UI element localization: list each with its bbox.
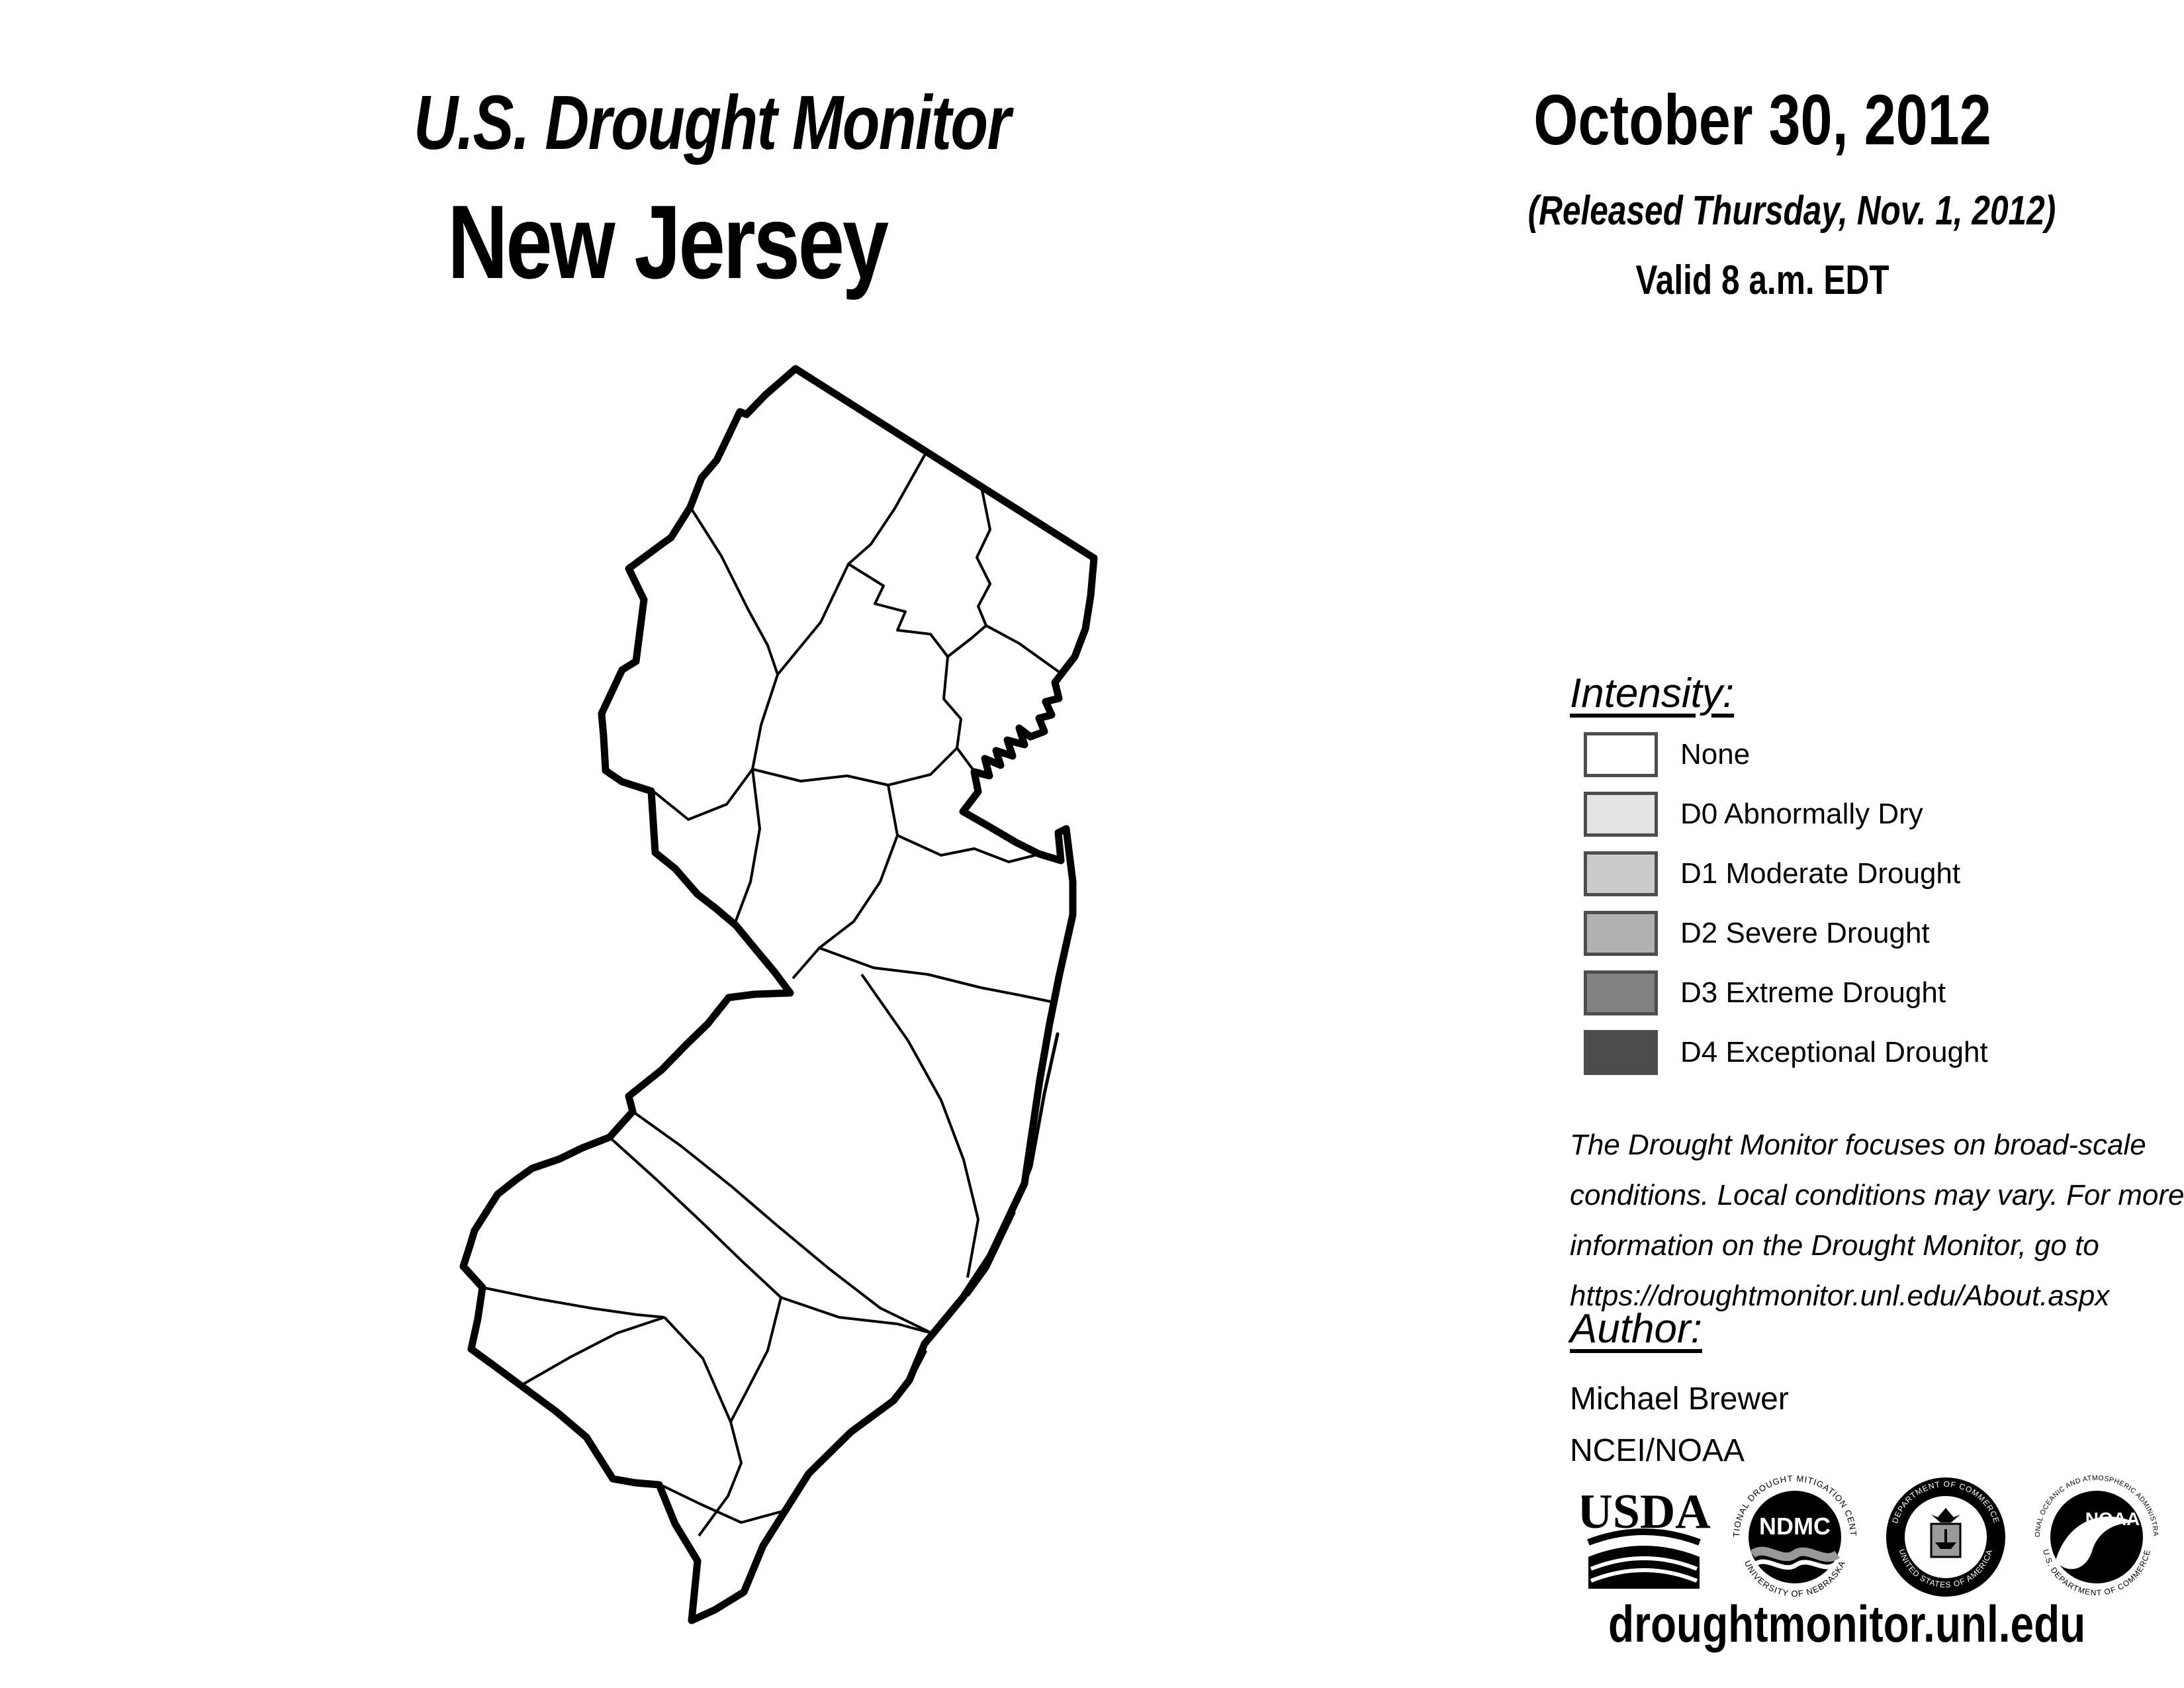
ndmc-wave-icon [1749,1546,1841,1562]
author-name: Michael Brewer [1570,1382,1789,1417]
usda-furrow-icon [1590,1568,1698,1583]
county-boundary [976,490,991,626]
legend-swatch-none [1584,732,1658,777]
doc-eagle-icon [1931,1508,1960,1523]
author-heading: Author: [1570,1306,1702,1352]
county-boundary [660,1483,786,1524]
county-boundary [663,1316,732,1423]
usda-field-icon [1588,1546,1700,1589]
county-boundary [752,747,958,786]
page-subtitle-state: New Jersey [447,184,889,301]
legend-row: None [1584,732,1988,777]
legend-row: D4 Exceptional Drought [1584,1030,1988,1075]
map-date: October 30, 2012 [1533,79,1991,160]
county-boundary [985,624,1060,673]
county-boundary [482,1286,665,1319]
title-block: U.S. Drought Monitor New Jersey [414,78,1011,303]
county-boundary [942,656,976,773]
ndmc-wave-icon [1752,1559,1838,1570]
disclaimer-text: The Drought Monitor focuses on broad-sca… [1570,1120,2184,1321]
legend-swatch-d3 [1584,970,1658,1015]
usda-swoosh-icon [1587,1528,1701,1546]
doc-ship-icon [1935,1529,1956,1549]
ndmc-disc-icon [1749,1491,1841,1583]
legend-label: D0 Abnormally Dry [1680,798,1923,830]
county-boundary [608,1136,782,1299]
legend-row: D3 Extreme Drought [1584,970,1988,1015]
county-boundary [698,1421,743,1537]
county-boundary [689,506,779,675]
legend-swatch-d4 [1584,1030,1658,1075]
county-boundary [520,1316,665,1387]
footer-url: droughtmonitor.unl.edu [1608,1595,2086,1653]
disclaimer-line: conditions. Local conditions may vary. F… [1570,1179,2184,1211]
county-boundary [780,1296,933,1335]
legend-row: D0 Abnormally Dry [1584,792,1988,837]
legend-swatch-d2 [1584,911,1658,956]
release-date: (Released Thursday, Nov. 1, 2012) [1527,188,2056,234]
noaa-gull-icon [2056,1517,2135,1570]
legend-row: D2 Severe Drought [1584,911,1988,956]
doc-seal-logo: DEPARTMENT OF COMMERCE UNITED STATES OF … [1886,1477,2005,1597]
county-boundary [847,563,987,658]
legend-label: D3 Extreme Drought [1680,976,1946,1009]
ndmc-wordmark: NDMC [1759,1513,1831,1540]
legend-heading: Intensity: [1570,671,1735,716]
date-block: October 30, 2012 (Released Thursday, Nov… [1527,78,2056,304]
legend-label: D1 Moderate Drought [1680,857,1961,890]
page-title: U.S. Drought Monitor [414,79,1011,165]
legend-label: D2 Severe Drought [1680,917,1930,949]
intensity-legend: None D0 Abnormally Dry D1 Moderate Droug… [1584,732,1988,1090]
disclaimer-line: information on the Drought Monitor, go t… [1570,1229,2099,1262]
county-boundary [729,1297,782,1423]
county-boundary [776,453,927,676]
usda-furrow-icon [1590,1556,1698,1571]
legend-label: None [1680,738,1751,771]
county-boundary [860,973,979,1278]
county-boundaries [482,453,1060,1537]
valid-time: Valid 8 a.m. EDT [1635,258,1889,303]
disclaimer-link: https://droughtmonitor.unl.edu/About.asp… [1570,1280,2110,1312]
logo-row: USDA NATIONAL DROUGHT MITIGATION CENTER … [1582,1475,2160,1599]
county-boundary [653,674,779,821]
county-boundary [733,769,761,925]
author-org: NCEI/NOAA [1570,1433,1745,1468]
legend-swatch-d1 [1584,851,1658,896]
new-jersey-map [459,365,1098,1624]
county-boundary [819,947,1054,1004]
disclaimer-line: The Drought Monitor focuses on broad-sca… [1570,1129,2146,1161]
legend-label: D4 Exceptional Drought [1680,1036,1988,1068]
legend-swatch-d0 [1584,792,1658,837]
county-boundary [897,834,1041,863]
county-boundary [792,784,899,980]
usda-logo: USDA [1582,1485,1711,1589]
county-boundary [631,1110,933,1335]
state-outline [459,365,1098,1624]
legend-row: D1 Moderate Drought [1584,851,1988,896]
